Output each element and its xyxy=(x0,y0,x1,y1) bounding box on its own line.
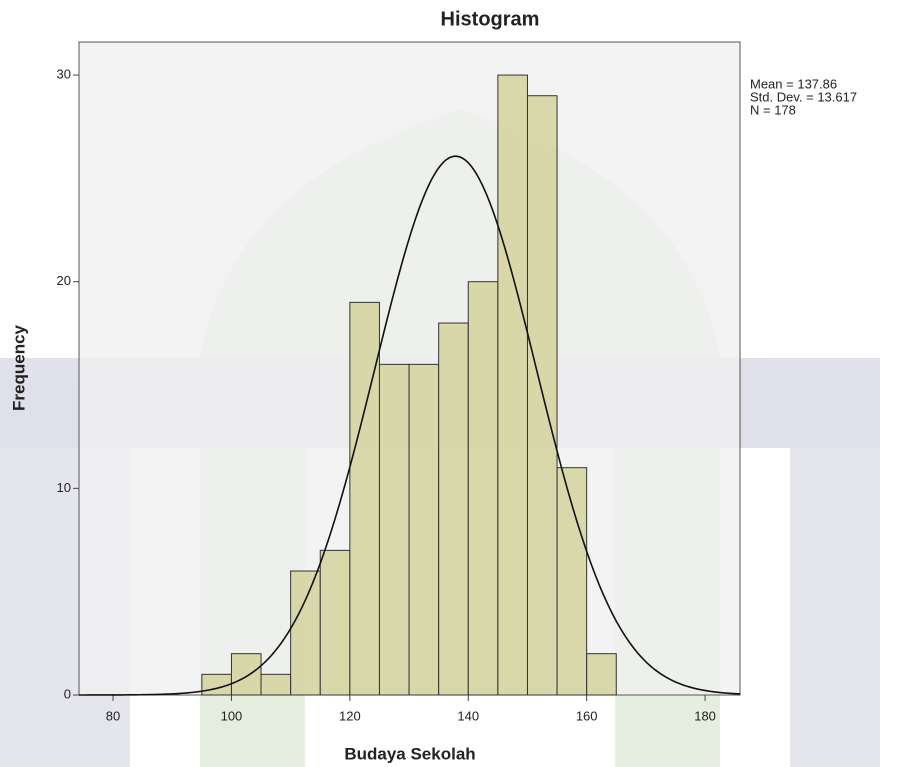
chart: Histogram Budaya Sekolah Frequency 0 10 20… xyxy=(0,0,898,767)
x-axis-title: Budaya Sekolah xyxy=(344,744,475,763)
bar xyxy=(291,571,321,695)
bar xyxy=(350,302,380,695)
x-tick-label: 100 xyxy=(221,708,243,723)
bar xyxy=(468,282,498,695)
x-tick-label: 180 xyxy=(694,708,716,723)
bar xyxy=(587,654,617,695)
y-tick-label: 0 xyxy=(64,686,71,701)
x-tick-label: 120 xyxy=(339,708,361,723)
bar xyxy=(439,323,469,695)
x-tick-label: 80 xyxy=(106,708,120,723)
x-tick-label: 140 xyxy=(457,708,479,723)
bar xyxy=(409,364,439,695)
page: {"chart_data": {"type": "histogram", "ti… xyxy=(0,0,898,767)
y-axis-title: Frequency xyxy=(9,324,28,411)
chart-title: Histogram xyxy=(441,8,540,30)
bar xyxy=(320,550,350,695)
y-tick-label: 30 xyxy=(57,67,71,82)
stats-label: N = 178 xyxy=(750,102,796,117)
y-tick-label: 10 xyxy=(57,480,71,495)
y-tick-label: 20 xyxy=(57,273,71,288)
bar xyxy=(379,364,409,695)
bar xyxy=(498,75,528,695)
x-tick-label: 160 xyxy=(576,708,598,723)
bar xyxy=(231,654,261,695)
bar xyxy=(261,674,291,695)
